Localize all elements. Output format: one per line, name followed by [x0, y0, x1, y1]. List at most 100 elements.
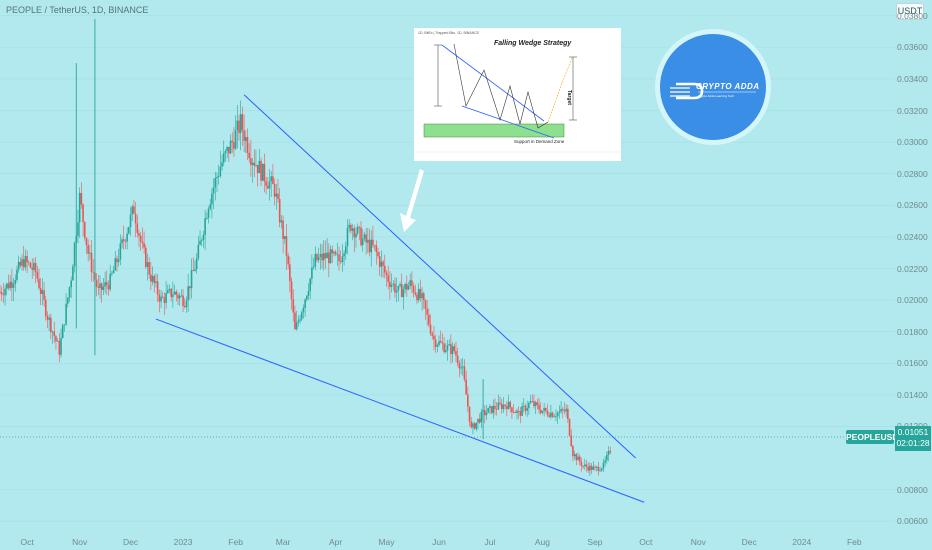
candle	[77, 209, 79, 244]
candle	[192, 257, 195, 272]
candle	[358, 225, 361, 241]
candle	[609, 446, 612, 455]
candle	[472, 421, 474, 435]
candle	[119, 234, 122, 266]
quote-currency-button[interactable]: USDT	[896, 3, 924, 20]
candle	[473, 421, 476, 430]
candle	[312, 257, 315, 270]
candle	[597, 462, 600, 476]
candle	[48, 314, 50, 332]
candle	[341, 244, 344, 272]
candle	[361, 228, 364, 252]
candle	[109, 264, 111, 292]
candle	[222, 140, 225, 167]
y-tick-label: 0.02600	[897, 200, 928, 211]
candle	[17, 255, 20, 273]
candle	[14, 274, 17, 292]
candle	[421, 287, 423, 311]
candle	[241, 106, 244, 146]
x-tick-label: Dec	[122, 537, 139, 547]
candle	[65, 293, 67, 327]
candle	[550, 404, 552, 420]
candle	[170, 288, 173, 302]
candle	[365, 228, 367, 255]
candle	[111, 270, 113, 277]
candle	[424, 299, 427, 320]
y-tick-label: 0.02800	[897, 168, 928, 179]
candle	[551, 411, 554, 418]
candle	[400, 273, 403, 298]
candle	[582, 465, 584, 469]
candle	[243, 114, 245, 153]
candle	[353, 224, 356, 253]
upper-resistance-trendline[interactable]	[243, 94, 636, 459]
candle	[468, 406, 471, 427]
candle	[229, 134, 232, 155]
candle	[500, 398, 503, 414]
candle	[78, 187, 81, 238]
candle	[402, 285, 405, 310]
y-tick-label: 0.01800	[897, 326, 928, 337]
candle	[168, 284, 171, 294]
candle	[278, 188, 281, 228]
candle	[351, 224, 354, 241]
candle	[190, 258, 193, 299]
candle	[555, 409, 557, 421]
candle	[270, 171, 273, 197]
candle	[138, 229, 140, 248]
y-tick-label: 0.01600	[897, 358, 928, 369]
candle	[97, 274, 100, 296]
candle	[456, 347, 459, 367]
candle	[492, 399, 495, 419]
candle	[419, 279, 422, 302]
candle	[570, 429, 573, 448]
candle	[368, 228, 371, 257]
candle	[334, 249, 337, 257]
candle	[244, 130, 247, 154]
candle	[83, 220, 86, 241]
candle	[387, 265, 389, 290]
candle	[253, 149, 256, 178]
candle	[194, 260, 196, 272]
trendlines[interactable]	[155, 94, 645, 503]
candle	[406, 275, 408, 297]
candle	[285, 223, 288, 271]
lower-support-trendline[interactable]	[155, 318, 645, 503]
candle	[114, 251, 117, 271]
x-tick-label: Dec	[741, 537, 757, 547]
candle	[606, 451, 608, 464]
y-tick-label: 0.02200	[897, 263, 928, 274]
candle	[89, 245, 91, 260]
candle	[53, 321, 56, 343]
candle	[216, 172, 218, 192]
candle	[395, 277, 398, 303]
candle	[287, 252, 289, 270]
candle	[499, 396, 501, 406]
candle	[480, 408, 483, 429]
candle	[12, 277, 15, 301]
y-tick-label: 0.02000	[897, 295, 928, 306]
candle	[497, 394, 500, 411]
bar-countdown: 02:01:28	[896, 438, 930, 448]
candle	[524, 403, 527, 416]
candle	[163, 292, 166, 315]
x-tick-label: Oct	[20, 537, 34, 547]
candle	[104, 271, 106, 294]
candle	[248, 143, 250, 163]
candle	[409, 273, 412, 289]
candle	[275, 183, 278, 210]
candle	[414, 284, 417, 297]
candle	[187, 273, 189, 312]
inset-support-label: Support in Demand Zone	[514, 139, 565, 144]
candle	[268, 169, 271, 201]
candle	[34, 256, 37, 284]
falling-wedge-inset: 1D, BitEx | Trapped Bitc, 1D, BINANCE Ta…	[414, 28, 621, 161]
x-tick-label: Mar	[275, 537, 291, 547]
candle	[100, 282, 103, 303]
candle	[209, 198, 211, 211]
candle	[124, 238, 127, 250]
candle	[280, 215, 283, 229]
candle	[567, 405, 569, 424]
candle	[367, 227, 369, 254]
